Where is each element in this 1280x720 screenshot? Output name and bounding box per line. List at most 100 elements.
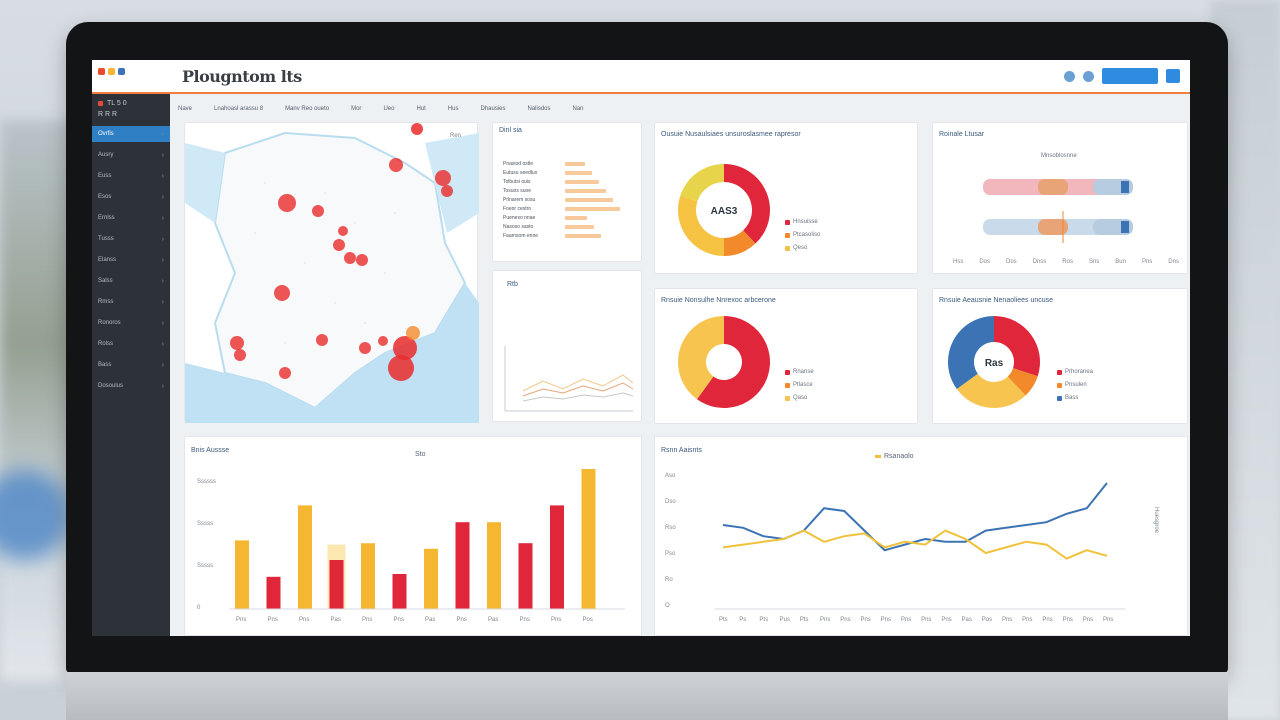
box-axis-tick: Dnss: [1032, 259, 1047, 265]
box-panel-title: Roinale Ltusar: [939, 131, 985, 138]
list-row[interactable]: Tosuos suoe: [503, 186, 633, 195]
sidebar-item-label: Rolss: [98, 341, 114, 347]
sidebar-item-12[interactable]: Dosoulus ›: [92, 378, 170, 394]
bar[interactable]: [392, 574, 407, 609]
sidebar-item-6[interactable]: Elanss ›: [92, 252, 170, 268]
menu-icon[interactable]: [1166, 69, 1180, 83]
x-tick-label: Pns: [394, 617, 404, 623]
list-row-label: Tosuos suoe: [503, 187, 532, 194]
donut-slice[interactable]: [678, 195, 724, 256]
sidebar-item-1[interactable]: Ausry ›: [92, 147, 170, 163]
sidebar-item-4[interactable]: Ernlss ›: [92, 210, 170, 226]
bar[interactable]: [329, 560, 344, 609]
list-row-label: Prlnarem sosu: [503, 196, 536, 203]
bar[interactable]: [518, 543, 533, 609]
filter-item[interactable]: Mor: [351, 106, 362, 112]
bar[interactable]: [424, 548, 438, 609]
donut-slice[interactable]: [724, 230, 756, 256]
box-axis-tick: Ros: [1062, 259, 1073, 265]
x-tick-label: Pns: [921, 617, 931, 623]
sidebar-item-7[interactable]: Salss ›: [92, 273, 170, 289]
settings-icon[interactable]: [1083, 70, 1094, 82]
sidebar-item-11[interactable]: Bass ›: [92, 357, 170, 373]
bar[interactable]: [298, 505, 312, 609]
sidebar-item-5[interactable]: Tusss ›: [92, 231, 170, 247]
donut-slice[interactable]: [956, 373, 1026, 408]
donut-chart-1[interactable]: AAS3: [669, 155, 779, 265]
chevron-right-icon: ›: [161, 172, 164, 180]
filter-item[interactable]: Manv Reo oueto: [285, 106, 330, 112]
bar[interactable]: [581, 469, 596, 609]
legend-swatch: [785, 245, 790, 251]
filter-item[interactable]: Nave: [178, 106, 193, 112]
donut-slice[interactable]: [696, 316, 770, 408]
mini-trend-chart: [504, 346, 634, 412]
sidebar-item-3[interactable]: Esos ›: [92, 189, 170, 205]
bar[interactable]: [266, 576, 281, 609]
x-tick-label: Pas: [488, 617, 498, 623]
bar-chart[interactable]: Ssssss Sssss Sssss 0 Pns Pns Pns Pas Pns Pns Pas Pn…: [185, 437, 643, 636]
sidebar-item-label: Dosoulus: [98, 383, 124, 389]
bar[interactable]: [235, 540, 249, 609]
donut-slice[interactable]: [1007, 368, 1038, 396]
top-controls: [1064, 68, 1180, 84]
list-row[interactable]: Foeor cestro: [503, 204, 633, 213]
list-row[interactable]: Pueneso nnae: [503, 213, 633, 222]
filter-item[interactable]: Ueo: [383, 106, 395, 112]
legend-label: Pnsulen: [1065, 382, 1087, 388]
map[interactable]: Ren: [185, 123, 479, 423]
bar[interactable]: [455, 522, 470, 609]
app-logo: [98, 68, 125, 75]
donut-slice[interactable]: [678, 316, 724, 400]
sidebar-item-9[interactable]: Ronoros ›: [92, 315, 170, 331]
list-row-label: Faarnsom enne: [503, 232, 539, 239]
legend-swatch: [785, 219, 790, 225]
chevron-right-icon: ›: [161, 235, 164, 243]
donut-slice[interactable]: [948, 316, 994, 390]
user-icon[interactable]: [1064, 70, 1075, 82]
legend-label: Ptlasce: [793, 382, 813, 388]
bar[interactable]: [550, 505, 564, 609]
filter-item[interactable]: Lnahoasl arassu 8: [214, 106, 264, 112]
donut-chart-3[interactable]: Ras: [939, 307, 1049, 417]
series-line-1[interactable]: [722, 529, 1108, 560]
filter-item[interactable]: Nan: [572, 106, 584, 112]
box-axis-tick: Dos: [1005, 259, 1017, 265]
sidebar-item-0[interactable]: Ovrfis ›: [92, 126, 170, 142]
map-hotspots[interactable]: [230, 123, 453, 381]
sidebar-item-label: Ausry: [98, 152, 114, 158]
donut-3-center-label: Ras: [985, 358, 1004, 369]
x-tick-label: Pos: [982, 617, 992, 623]
list-row[interactable]: Eutusu seedlus: [503, 168, 633, 177]
filter-item[interactable]: Dhausies: [480, 106, 506, 112]
filter-item[interactable]: Hus: [447, 106, 459, 112]
list-row[interactable]: Pnasiod ostle: [503, 159, 633, 168]
legend-item: Qaso: [785, 395, 814, 401]
chevron-right-icon: ›: [161, 361, 164, 369]
sidebar-item-10[interactable]: Rolss ›: [92, 336, 170, 352]
box-plot: [983, 179, 1133, 243]
donut-slice[interactable]: [724, 164, 770, 244]
legend-label: Hnsuisse: [793, 219, 818, 225]
filter-item[interactable]: Hut: [416, 106, 426, 112]
bar[interactable]: [361, 543, 375, 609]
donut-slice[interactable]: [680, 164, 724, 202]
x-tick-label: Pns: [551, 617, 561, 623]
donut-slice[interactable]: [994, 316, 1040, 377]
line-chart[interactable]: Aso Dso Rso Pso Ro O Pts Ps Pts Pus Pts Pns Pns Pns Pn…: [655, 437, 1189, 636]
legend-item: Ptlasce: [785, 382, 814, 388]
bar-chart-title: Bnis Aussse: [191, 447, 230, 454]
bar[interactable]: [487, 522, 501, 609]
list-row[interactable]: Faarnsom enne: [503, 231, 633, 240]
x-tick-label: Pns: [457, 617, 467, 623]
donut-chart-2[interactable]: [669, 307, 779, 417]
list-row[interactable]: Prlnarem sosu: [503, 195, 633, 204]
primary-action-button[interactable]: [1102, 68, 1158, 84]
list-row[interactable]: Nasoso sasto: [503, 222, 633, 231]
sidebar-item-8[interactable]: Rmss ›: [92, 294, 170, 310]
y-tick-label: Dso: [665, 499, 676, 505]
sidebar-item-2[interactable]: Euss ›: [92, 168, 170, 184]
line-chart-legend: Rsanaolo: [875, 453, 914, 460]
filter-item[interactable]: Nalisdos: [527, 106, 551, 112]
list-row[interactable]: Tolbutsi ouis: [503, 177, 633, 186]
